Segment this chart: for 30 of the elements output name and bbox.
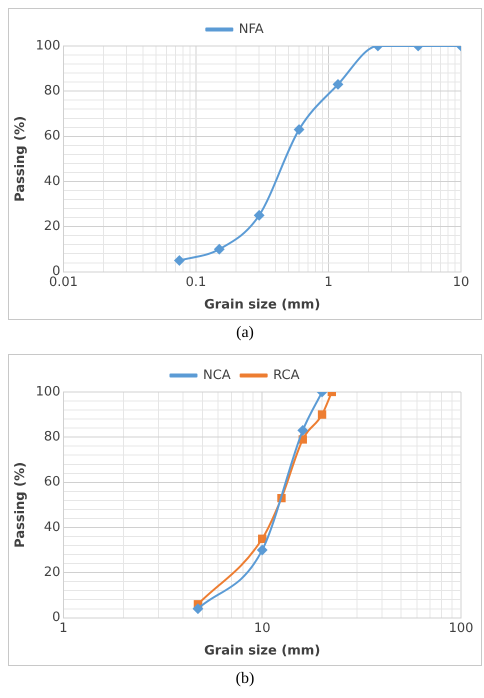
- legend-label: RCA: [273, 368, 300, 383]
- x-tick-label: 0.1: [186, 274, 206, 290]
- point: [294, 124, 304, 135]
- text: (b): [234, 670, 256, 688]
- point: [254, 210, 264, 220]
- x-axis-title: Grain size (mm): [204, 644, 320, 659]
- y-tick-label: 100: [36, 38, 60, 54]
- y-tick-label: 80: [44, 84, 60, 99]
- y-tick-label: 20: [44, 565, 60, 580]
- y-axis-title: Passing (%): [13, 116, 28, 202]
- y-tick-label: 40: [44, 174, 60, 189]
- x-axis-title: Grain size (mm): [204, 298, 320, 313]
- y-tick-label: 60: [44, 474, 60, 490]
- y-tick-label: 0: [52, 610, 60, 626]
- y-tick-label: 60: [44, 128, 60, 144]
- x-tick-label: 10: [452, 274, 470, 290]
- legend-label: NCA: [202, 368, 231, 383]
- y-tick-label: 40: [44, 520, 60, 535]
- y-tick-label: 100: [36, 384, 60, 400]
- y-axis-title: Passing (%): [13, 462, 28, 548]
- x-tick-label: 1: [324, 274, 333, 290]
- x-tick-label: 10: [254, 620, 270, 636]
- point: [214, 244, 224, 254]
- y-tick-label: 20: [44, 219, 60, 234]
- text: (a): [235, 324, 255, 342]
- y-tick-label: 80: [44, 430, 60, 445]
- x-tick-label: 100: [448, 620, 474, 636]
- x-tick-label: 1: [59, 620, 68, 636]
- legend-label: NFA: [238, 22, 264, 37]
- point: [174, 256, 184, 266]
